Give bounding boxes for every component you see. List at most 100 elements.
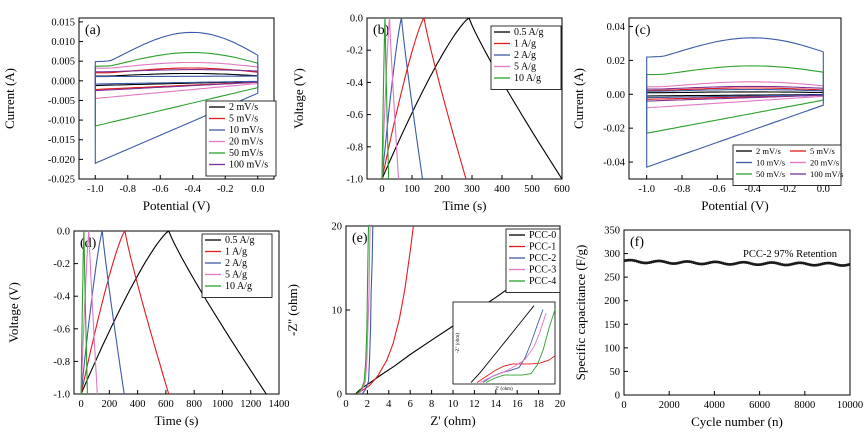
data-point xyxy=(837,263,840,267)
y-tick-label: -0.6 xyxy=(346,110,363,121)
data-point xyxy=(719,261,723,264)
y-tick-label: -0.010 xyxy=(48,116,75,127)
data-point xyxy=(789,263,793,266)
data-point xyxy=(778,262,782,266)
plot-area xyxy=(624,258,850,267)
data-point xyxy=(736,261,740,265)
legend: 0.5 A/g1 A/g2 A/g5 A/g10 A/g xyxy=(201,233,273,298)
x-tick-label: 8000 xyxy=(794,400,815,411)
data-point xyxy=(727,263,730,266)
y-tick-label: -0.2 xyxy=(346,46,363,57)
legend-box xyxy=(732,144,842,186)
y-tick-label: 0.000 xyxy=(51,76,75,87)
x-tick-label: 8 xyxy=(429,399,434,410)
legend-label: 100 mV/s xyxy=(229,160,268,171)
y-tick-label: -0.025 xyxy=(48,175,75,186)
data-point xyxy=(677,261,681,265)
panel-c: -1.0 -0.8 -0.6 -0.4 -0.2 0.0 -0.04 -0.02 0.00 0.0… xyxy=(571,17,843,213)
y-axis-label: Specific capacitance (F/g) xyxy=(573,245,588,381)
data-point xyxy=(698,262,702,266)
x-axis-label: Cycle number (n) xyxy=(691,414,783,429)
data-point xyxy=(651,260,654,264)
x-tick-label: 12 xyxy=(469,399,480,410)
y-tick-label: -0.6 xyxy=(53,324,70,335)
data-point xyxy=(664,260,668,264)
x-tick-label: -0.2 xyxy=(217,184,234,195)
data-point xyxy=(770,261,774,264)
data-point xyxy=(630,258,633,262)
data-point xyxy=(704,262,707,265)
y-tick-label: 250 xyxy=(604,273,620,284)
inset-series-line xyxy=(479,313,547,383)
y-axis-label: -Z'' (ohm) xyxy=(285,284,300,336)
data-point xyxy=(696,262,700,265)
data-point xyxy=(748,261,751,265)
series-line xyxy=(381,18,424,179)
plot-area xyxy=(646,37,824,168)
data-point xyxy=(846,263,850,267)
data-point xyxy=(822,262,825,265)
y-tick-label: 300 xyxy=(604,249,620,260)
data-point xyxy=(715,260,719,264)
panel-f: 0 2000 4000 6000 8000 10000 0 50 100 150 200 250 300… xyxy=(573,226,863,430)
data-point xyxy=(658,259,662,263)
series-line xyxy=(381,18,562,179)
legend-label: 10 mV/s xyxy=(229,125,263,136)
data-point xyxy=(668,261,671,265)
legend-label: 20 mV/s xyxy=(810,158,839,168)
legend-label: 100 mV/s xyxy=(810,169,843,179)
x-tick-label: -0.4 xyxy=(184,184,201,195)
data-point xyxy=(824,261,827,265)
x-tick-label: 400 xyxy=(494,184,510,195)
data-point xyxy=(818,263,821,266)
y-tick-label: 100 xyxy=(604,343,620,354)
data-point xyxy=(761,262,764,266)
x-tick-label: 0.0 xyxy=(251,184,264,195)
y-tick-label: 350 xyxy=(604,226,620,237)
data-point xyxy=(713,260,717,264)
x-tick-label: 800 xyxy=(186,399,202,410)
data-point xyxy=(805,262,808,266)
data-point xyxy=(637,260,641,264)
y-tick-label: 0.0 xyxy=(350,14,363,25)
plot-area xyxy=(94,31,259,165)
data-point xyxy=(757,263,761,267)
data-point xyxy=(833,262,837,266)
y-tick-label: 0.00 xyxy=(607,90,625,101)
plot-frame xyxy=(366,17,563,180)
data-point xyxy=(656,259,660,263)
y-tick-label: -0.8 xyxy=(53,357,70,368)
data-point xyxy=(734,262,738,265)
data-point xyxy=(835,263,839,266)
y-tick-label: 0 xyxy=(615,391,620,402)
data-point xyxy=(632,259,635,262)
data-point xyxy=(791,262,795,266)
data-point xyxy=(717,260,721,264)
legend: 0.5 A/g1 A/g2 A/g5 A/g10 A/g xyxy=(490,25,562,90)
data-point xyxy=(780,263,783,266)
series-line xyxy=(361,226,374,394)
legend-label: 5 mV/s xyxy=(810,146,835,156)
y-tick-label: -0.4 xyxy=(53,292,70,303)
x-tick-label: 6 xyxy=(408,399,413,410)
panel-d: 0 200 400 600 800 1000 1200 1400 -1.0 -0.8 -0.6 -0.… xyxy=(6,227,290,429)
data-point xyxy=(746,261,749,264)
x-tick-label: -0.8 xyxy=(674,184,691,195)
legend-label: 50 mV/s xyxy=(756,169,785,179)
x-tick-label: -0.6 xyxy=(152,184,169,195)
data-point xyxy=(683,260,687,263)
x-tick-label: 18 xyxy=(533,399,544,410)
legend-box xyxy=(205,100,277,177)
data-point xyxy=(829,261,833,265)
data-point xyxy=(645,261,649,265)
x-tick-label: 0.0 xyxy=(817,184,830,195)
series-line xyxy=(646,65,824,134)
x-tick-label: 10 xyxy=(448,399,459,410)
data-point xyxy=(634,259,637,263)
x-tick-label: 14 xyxy=(491,399,502,410)
x-tick-label: 400 xyxy=(130,399,146,410)
panel-label: (e) xyxy=(352,231,368,246)
x-axis-label: Potential (V) xyxy=(701,198,769,213)
